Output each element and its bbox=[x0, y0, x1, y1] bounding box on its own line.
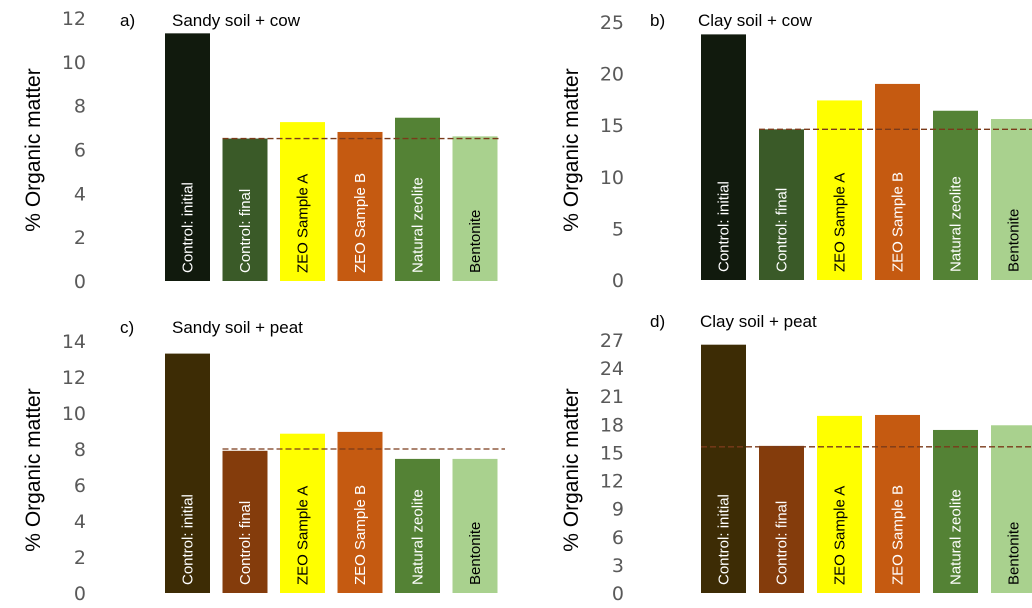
y-tick-label: 0 bbox=[74, 271, 86, 293]
category-label: Natural zeolite bbox=[948, 489, 965, 585]
y-tick-label: 0 bbox=[74, 583, 86, 605]
y-tick-label: 10 bbox=[62, 403, 86, 425]
category-label: Control: initial bbox=[716, 494, 733, 585]
bar bbox=[701, 344, 746, 593]
panel-label: d) bbox=[650, 312, 665, 331]
category-label: ZEO Sample A bbox=[832, 486, 849, 585]
bar bbox=[452, 136, 498, 281]
bar bbox=[395, 458, 440, 593]
chart-title: Clay soil + cow bbox=[698, 11, 813, 30]
y-axis-label: % Organic matter bbox=[560, 68, 583, 231]
category-label: Bentonite bbox=[467, 522, 484, 585]
bar bbox=[933, 429, 978, 593]
category-label: Control: final bbox=[774, 501, 791, 585]
y-tick-label: 5 bbox=[612, 218, 624, 240]
bar bbox=[759, 129, 804, 280]
category-label: Control: initial bbox=[716, 181, 733, 272]
y-tick-label: 27 bbox=[600, 330, 624, 352]
y-tick-label: 2 bbox=[74, 547, 86, 569]
y-axis-label: % Organic matter bbox=[22, 68, 45, 231]
bar bbox=[222, 450, 268, 593]
y-tick-label: 6 bbox=[612, 527, 624, 549]
bar bbox=[817, 100, 862, 280]
category-label: Control: initial bbox=[180, 182, 197, 273]
bar bbox=[452, 458, 498, 593]
chart-panel: 0 5 10 15 20 25 % Organic matter b) Clay soil + … bbox=[560, 11, 1032, 292]
y-tick-label: 10 bbox=[62, 52, 86, 74]
bar bbox=[337, 131, 383, 281]
bar bbox=[875, 414, 920, 593]
y-tick-label: 12 bbox=[62, 8, 86, 30]
bar bbox=[337, 431, 383, 593]
bar bbox=[991, 119, 1032, 281]
y-tick-label: 20 bbox=[600, 64, 624, 86]
y-axis-label: % Organic matter bbox=[560, 388, 583, 551]
y-tick-label: 10 bbox=[600, 167, 624, 189]
bar bbox=[280, 433, 325, 593]
y-tick-label: 4 bbox=[74, 183, 86, 205]
bar bbox=[759, 445, 804, 593]
y-tick-label: 0 bbox=[612, 270, 624, 292]
chart-panel: 0 2 4 6 8 10 12 14 % Organic matter c) Sandy soil … bbox=[22, 318, 505, 605]
y-tick-label: 15 bbox=[600, 442, 624, 464]
category-label: ZEO Sample B bbox=[352, 173, 369, 273]
bar bbox=[395, 117, 440, 282]
category-label: Control: final bbox=[237, 501, 254, 585]
y-tick-label: 24 bbox=[600, 358, 624, 380]
y-tick-label: 15 bbox=[600, 115, 624, 137]
category-label: Natural zeolite bbox=[948, 176, 965, 272]
category-label: ZEO Sample B bbox=[890, 485, 907, 585]
y-tick-label: 12 bbox=[62, 367, 86, 389]
panel-label: a) bbox=[120, 11, 135, 30]
panel-label: b) bbox=[650, 11, 665, 30]
y-tick-label: 6 bbox=[74, 140, 86, 162]
category-label: Bentonite bbox=[467, 210, 484, 273]
y-tick-label: 12 bbox=[600, 471, 624, 493]
panel-label: c) bbox=[120, 318, 134, 337]
bar bbox=[817, 415, 862, 593]
bar bbox=[991, 425, 1032, 593]
y-tick-label: 25 bbox=[600, 12, 624, 34]
y-tick-label: 14 bbox=[62, 331, 86, 353]
y-tick-label: 21 bbox=[600, 386, 624, 408]
category-label: Control: final bbox=[774, 188, 791, 272]
chart-title: Sandy soil + peat bbox=[172, 318, 303, 337]
category-label: Natural zeolite bbox=[410, 489, 427, 585]
y-tick-label: 6 bbox=[74, 475, 86, 497]
chart-title: Sandy soil + cow bbox=[172, 11, 301, 30]
category-label: Control: initial bbox=[180, 494, 197, 585]
y-tick-label: 8 bbox=[74, 96, 86, 118]
bar bbox=[280, 122, 325, 282]
category-label: Natural zeolite bbox=[410, 177, 427, 273]
y-tick-label: 4 bbox=[74, 511, 86, 533]
bar bbox=[701, 34, 746, 280]
y-axis-label: % Organic matter bbox=[22, 388, 45, 551]
y-tick-label: 18 bbox=[600, 414, 624, 436]
category-label: Bentonite bbox=[1006, 209, 1023, 272]
y-tick-label: 0 bbox=[612, 583, 624, 605]
y-tick-label: 3 bbox=[612, 555, 624, 577]
category-label: ZEO Sample A bbox=[295, 486, 312, 585]
bar bbox=[875, 83, 920, 280]
category-label: ZEO Sample B bbox=[352, 485, 369, 585]
chart-title: Clay soil + peat bbox=[700, 312, 817, 331]
chart-panel: 0 2 4 6 8 10 12 % Organic matter a) Sandy soil + … bbox=[22, 8, 500, 293]
chart-panel: 0 3 6 9 12 15 18 21 24 27 % Organic matter d) Clay s… bbox=[560, 312, 1032, 605]
y-tick-label: 9 bbox=[612, 499, 624, 521]
bar bbox=[933, 110, 978, 280]
bar bbox=[165, 353, 210, 593]
bar bbox=[222, 138, 268, 281]
category-label: ZEO Sample A bbox=[832, 173, 849, 272]
category-label: ZEO Sample B bbox=[890, 172, 907, 272]
category-label: ZEO Sample A bbox=[295, 174, 312, 273]
category-label: Bentonite bbox=[1006, 522, 1023, 585]
y-tick-label: 2 bbox=[74, 227, 86, 249]
bar bbox=[165, 33, 210, 281]
category-label: Control: final bbox=[237, 189, 254, 273]
y-tick-label: 8 bbox=[74, 439, 86, 461]
